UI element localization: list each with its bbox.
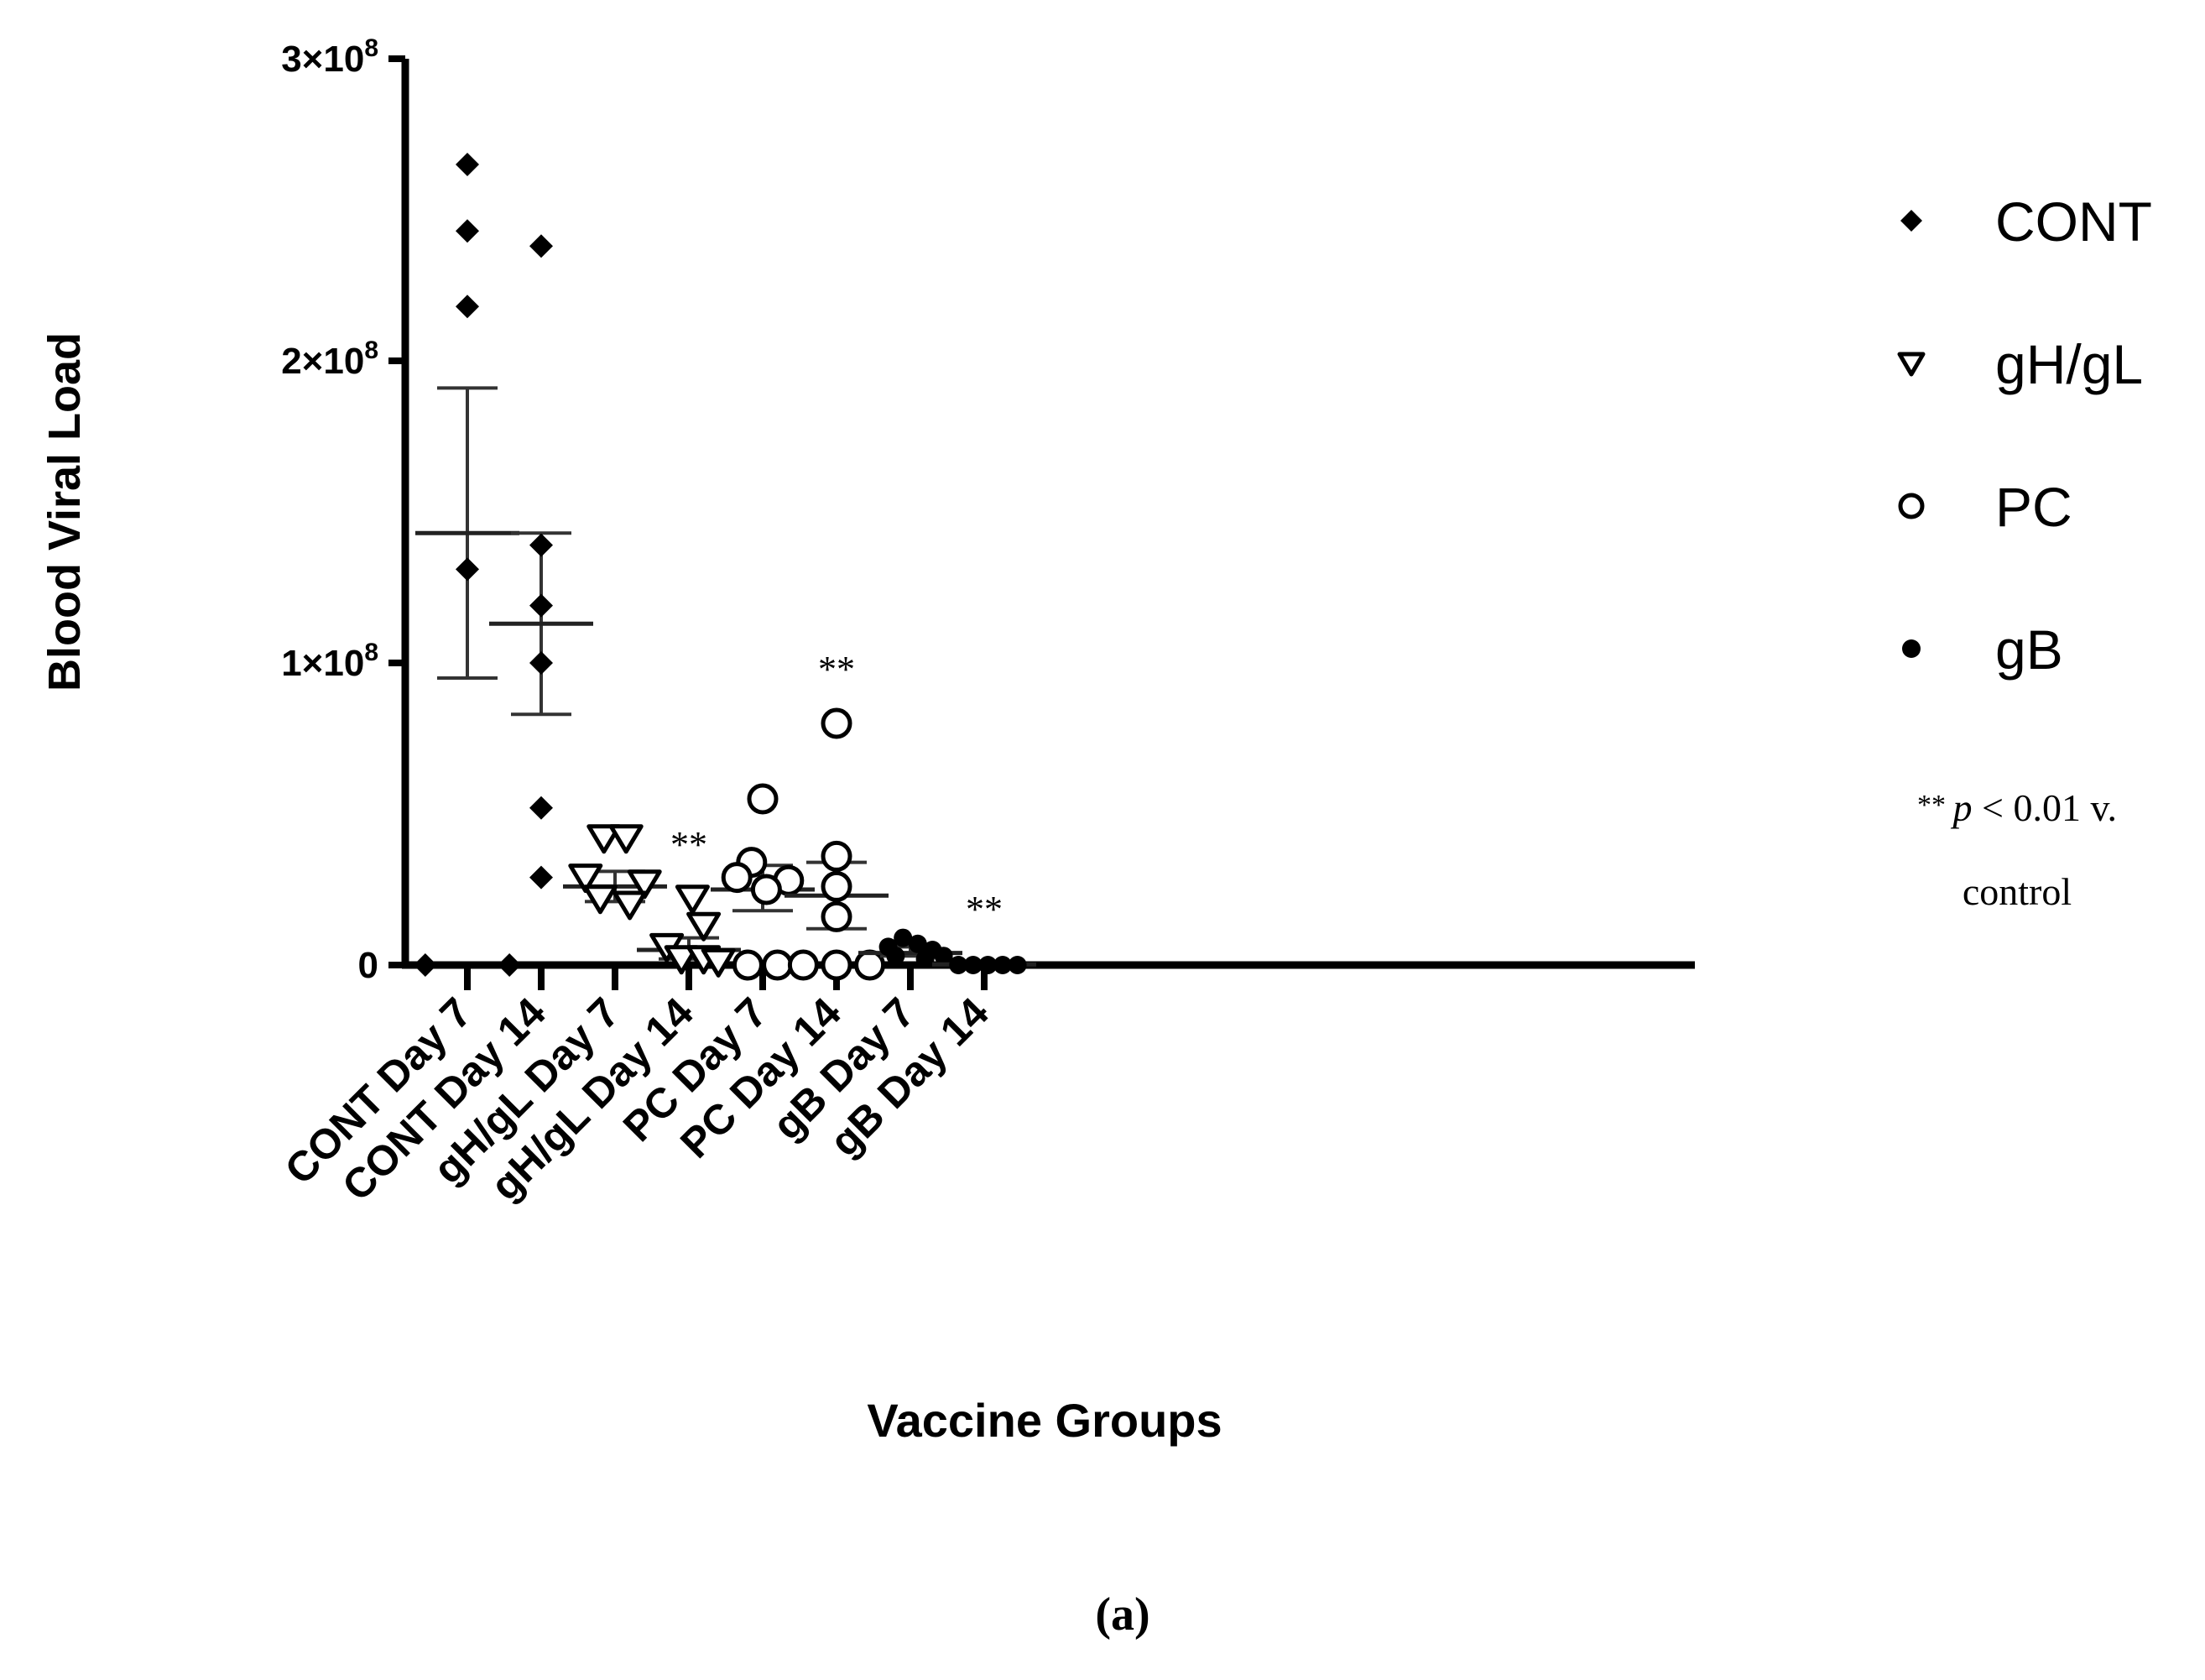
note-stars: ** <box>1917 790 1953 821</box>
data-point <box>821 840 852 872</box>
data-point <box>747 783 779 815</box>
data-point <box>821 949 852 981</box>
significance-note-line2: control <box>1963 870 2072 913</box>
data-point <box>732 949 764 981</box>
data-point <box>894 928 913 947</box>
significance-note-line1: ** p < 0.01 v. <box>1917 786 2117 829</box>
legend-label: gB <box>1995 618 2063 681</box>
data-point <box>915 949 935 968</box>
data-point <box>529 533 553 557</box>
y-axis-title: Blood Viral Load <box>39 332 90 691</box>
data-point <box>821 707 852 739</box>
data-point <box>568 863 603 894</box>
data-point <box>413 953 437 977</box>
y-tick-label: 1×108 <box>281 639 378 684</box>
data-point <box>821 870 852 902</box>
data-point <box>456 219 479 243</box>
data-point <box>529 651 553 675</box>
data-point <box>750 874 782 905</box>
data-point <box>978 956 998 974</box>
data-point <box>787 949 819 981</box>
y-tick-label-base: 1×10 <box>281 643 364 684</box>
data-point <box>854 949 886 981</box>
data-point <box>1008 956 1027 974</box>
data-point <box>934 947 953 966</box>
legend-entry-gh-gl: gH/gL <box>1897 333 2143 395</box>
data-point <box>963 956 983 974</box>
data-point <box>675 884 710 915</box>
legend-entry-cont: CONT <box>1900 190 2152 253</box>
data-point <box>529 234 553 258</box>
data-point <box>664 945 699 975</box>
data-point <box>456 557 479 582</box>
legend-marker-icon <box>1898 493 1925 519</box>
y-tick-label: 2×108 <box>281 337 378 382</box>
y-tick-label-exponent: 8 <box>364 34 378 62</box>
y-tick-label: 3×108 <box>281 34 378 80</box>
data-point <box>686 911 722 942</box>
panel-label: (a) <box>1095 1589 1149 1641</box>
data-point <box>529 796 553 820</box>
data-point <box>612 890 648 921</box>
y-tick-label-base: 0 <box>358 945 378 986</box>
data-point <box>529 865 553 890</box>
data-point <box>762 949 794 981</box>
y-tick-label-exponent: 8 <box>364 639 378 666</box>
data-point <box>627 869 662 900</box>
data-point <box>701 947 736 978</box>
legend-label: PC <box>1995 476 2072 538</box>
data-point <box>721 862 753 894</box>
legend-entry-gb: gB <box>1902 618 2063 681</box>
data-point <box>456 295 479 319</box>
significance-marker: ** <box>966 889 1003 930</box>
data-point <box>456 153 479 176</box>
x-axis-title: Vaccine Groups <box>867 1394 1222 1447</box>
y-tick-label: 0 <box>358 945 378 986</box>
data-point <box>498 953 522 977</box>
legend-marker-icon <box>1897 352 1926 377</box>
note-p-symbol: p <box>1951 786 1973 829</box>
y-tick-label-base: 3×10 <box>281 39 364 80</box>
y-tick-label-exponent: 8 <box>364 337 378 364</box>
legend-marker-icon <box>1900 210 1922 232</box>
data-point <box>582 884 618 915</box>
data-point <box>908 934 927 953</box>
data-point <box>608 824 644 854</box>
significance-marker: ** <box>670 824 707 865</box>
data-point <box>586 824 622 854</box>
legend-label: CONT <box>1995 190 2152 253</box>
legend-label: gH/gL <box>1995 333 2143 395</box>
significance-marker: ** <box>818 649 855 690</box>
data-point <box>949 956 968 974</box>
data-point <box>886 947 905 966</box>
legend-entry-pc: PC <box>1898 476 2072 538</box>
data-point <box>821 900 852 932</box>
legend-marker-icon <box>1902 639 1921 658</box>
note-threshold: < 0.01 v. <box>1973 786 2117 829</box>
data-point <box>529 593 553 618</box>
y-tick-label-base: 2×10 <box>281 341 364 382</box>
data-point <box>993 956 1012 974</box>
